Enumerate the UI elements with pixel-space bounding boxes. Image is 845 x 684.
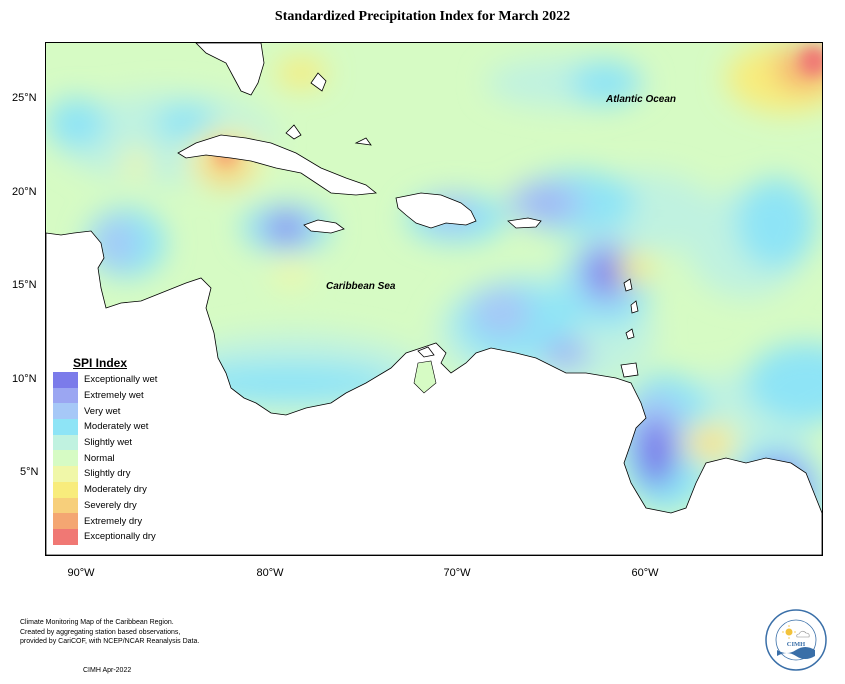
spi-map	[46, 43, 822, 555]
legend-swatch	[53, 497, 78, 514]
lat-label-10n: 10°N	[12, 373, 37, 385]
legend-swatch	[53, 372, 78, 388]
legend-title: SPI Index	[73, 356, 128, 370]
logo-text: CIMH	[787, 641, 805, 648]
legend-label: Normal	[84, 452, 115, 464]
lat-label-5n: 5°N	[20, 466, 39, 478]
legend-swatch	[53, 481, 78, 498]
wave-icon	[777, 647, 815, 659]
legend-label: Exceptionally wet	[84, 374, 158, 386]
legend-swatch	[53, 387, 78, 404]
lat-label-15n: 15°N	[12, 279, 37, 291]
footer-credit: CIMH Apr-2022	[83, 667, 132, 674]
legend-label: Extremely dry	[84, 515, 143, 527]
legend-label: Severely dry	[84, 499, 137, 511]
legend-swatch	[53, 403, 78, 420]
lon-label-80w: 80°W	[256, 567, 284, 579]
legend-label: Very wet	[84, 405, 121, 417]
atlantic-ocean-label: Atlantic Ocean	[606, 94, 677, 105]
legend-item: Slightly dry	[53, 466, 157, 482]
cimh-logo: CIMH	[764, 608, 828, 672]
footer-line: Climate Monitoring Map of the Caribbean …	[20, 619, 174, 626]
legend-label: Extremely wet	[84, 390, 144, 402]
spi-legend: SPI Index Exceptionally wet Extremely wet…	[53, 356, 157, 545]
legend-item: Exceptionally wet	[53, 372, 157, 388]
lat-label-25n: 25°N	[12, 92, 37, 104]
lat-label-20n: 20°N	[12, 186, 37, 198]
lon-label-70w: 70°W	[443, 567, 471, 579]
footer-line: Created by aggregating station based obs…	[20, 628, 181, 636]
caribbean-sea-label: Caribbean Sea	[326, 281, 396, 292]
footer-line: provided by CariCOF, with NCEP/NCAR Rean…	[20, 638, 200, 645]
legend-item: Moderately dry	[53, 481, 157, 498]
map-frame	[45, 42, 823, 556]
legend-swatch	[53, 513, 78, 529]
legend-item: Severely dry	[53, 497, 157, 514]
legend-label: Slightly wet	[84, 437, 133, 449]
legend-item: Moderately wet	[53, 419, 157, 435]
legend-item: Extremely dry	[53, 513, 157, 529]
legend-item: Exceptionally dry	[53, 528, 157, 545]
legend-label: Moderately wet	[84, 421, 149, 433]
lon-label-90w: 90°W	[67, 567, 95, 579]
land-masses	[46, 43, 822, 555]
legend-swatch	[53, 434, 78, 451]
legend-item: Very wet	[53, 403, 157, 420]
footer-notes: Climate Monitoring Map of the Caribbean …	[20, 618, 199, 647]
legend-label: Exceptionally dry	[84, 531, 156, 543]
legend-swatch	[53, 466, 78, 482]
legend-item: Slightly wet	[53, 434, 157, 451]
legend-label: Moderately dry	[84, 484, 147, 496]
legend-item: Extremely wet	[53, 387, 157, 404]
legend-swatch	[53, 528, 78, 545]
legend-swatch	[53, 419, 78, 435]
legend-item: Normal	[53, 450, 157, 467]
sun-icon	[785, 628, 793, 636]
legend-label: Slightly dry	[84, 468, 131, 480]
cloud-icon	[796, 630, 810, 638]
legend-swatch	[53, 450, 78, 467]
lon-label-60w: 60°W	[631, 567, 659, 579]
map-title: Standardized Precipitation Index for Mar…	[274, 9, 571, 24]
